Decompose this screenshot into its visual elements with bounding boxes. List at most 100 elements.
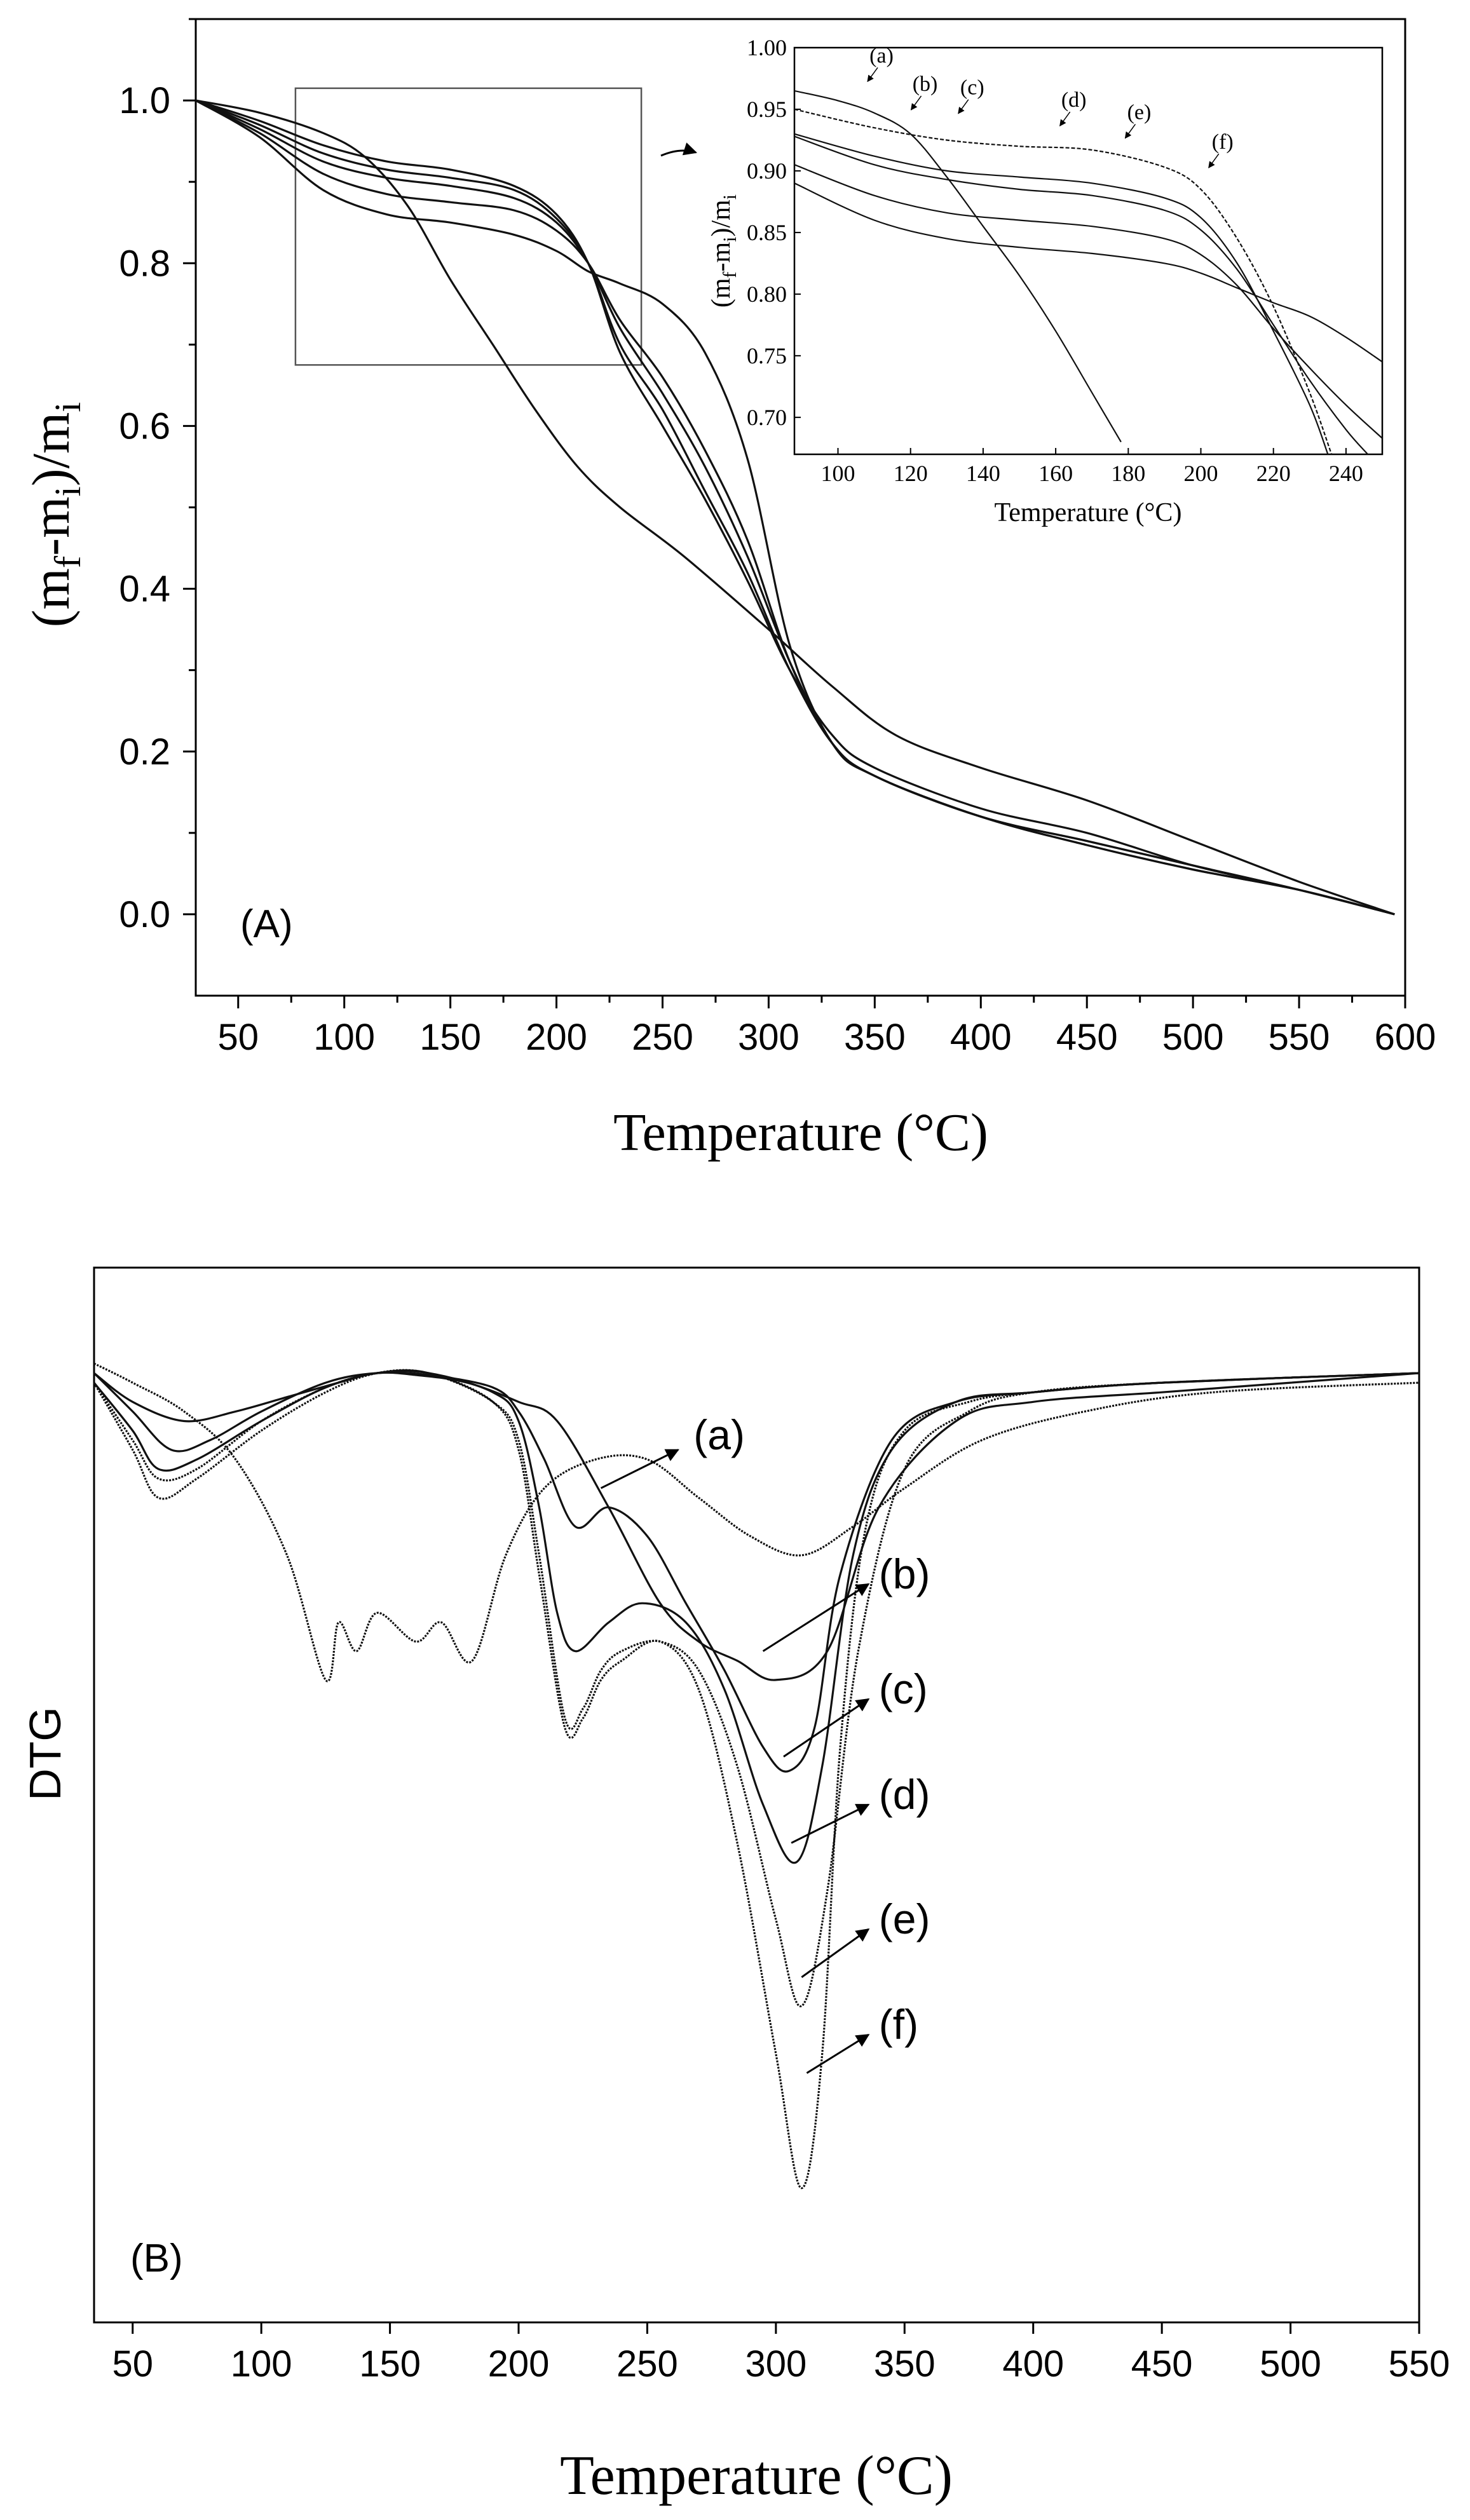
inset-series-label: (c) bbox=[960, 76, 984, 100]
panel-a-series-line-d bbox=[195, 99, 1395, 916]
panel-a-y-tick-label: 0.4 bbox=[119, 569, 170, 610]
panel-b-label-arrow bbox=[600, 1449, 679, 1489]
panel-b-x-tick-label: 300 bbox=[745, 2343, 806, 2385]
panel-a-x-axis-title: Temperature (°C) bbox=[613, 1103, 988, 1162]
panel-a-inset-chart: 100 120 140 160 180 200 220 240 0.70 0.75 0.80 0.8… bbox=[707, 35, 1384, 527]
panel-b-x-axis-title: Temperature (°C) bbox=[560, 2445, 953, 2507]
panel-b-series-line-a bbox=[93, 1362, 1420, 1683]
panel-b-series-line-d bbox=[93, 1370, 1420, 1864]
panel-a-x-tick-label: 300 bbox=[738, 1017, 800, 1058]
panel-a-series bbox=[195, 99, 1395, 916]
panel-b-series-line-f bbox=[93, 1369, 1420, 2190]
inset-series-label: (d) bbox=[1061, 88, 1087, 112]
panel-b-plot-frame bbox=[93, 1266, 1420, 2324]
inset-x-tick-label: 160 bbox=[1038, 461, 1073, 486]
panel-b-label-arrow bbox=[791, 1803, 870, 1844]
inset-y-tick-label: 0.85 bbox=[747, 220, 787, 245]
panel-a-series-line-a bbox=[195, 99, 1395, 916]
inset-x-tick-label: 120 bbox=[894, 461, 928, 486]
inset-label-arrow bbox=[1124, 124, 1136, 139]
inset-label-arrow bbox=[958, 99, 969, 114]
panel-a-y-tick-label: 0.2 bbox=[119, 731, 170, 773]
panel-b-label: (B) bbox=[130, 2237, 183, 2280]
panel-b-x-tick-label: 250 bbox=[616, 2343, 678, 2385]
panel-a-chart: 50 100 150 200 250 300 350 400 450 500 550 600 0.00… bbox=[22, 18, 1436, 1162]
inset-series-label: (f) bbox=[1212, 130, 1234, 154]
inset-series-line-d bbox=[794, 135, 1369, 454]
panel-a-zoom-box bbox=[294, 87, 643, 366]
panel-b-series-label: (b) bbox=[879, 1550, 930, 1597]
panel-a-x-tick-label: 250 bbox=[632, 1017, 693, 1058]
inset-series-label: (b) bbox=[913, 72, 938, 96]
inset-y-ticks: 0.70 0.75 0.80 0.85 0.90 0.95 1.00 bbox=[747, 35, 801, 430]
inset-series-line-f bbox=[794, 182, 1382, 363]
panel-a-series-line-b bbox=[195, 99, 1395, 916]
panel-a-y-tick-label: 0.0 bbox=[119, 894, 170, 935]
inset-y-tick-label: 0.75 bbox=[747, 343, 787, 369]
inset-x-ticks: 100 120 140 160 180 200 220 240 bbox=[821, 448, 1363, 486]
panel-b-annotations: (a) (b) (c) (d) (e) (f) bbox=[600, 1411, 930, 2074]
panel-a-x-tick-label: 100 bbox=[313, 1017, 375, 1058]
inset-x-tick-label: 220 bbox=[1256, 461, 1291, 486]
zoom-rectangle bbox=[294, 87, 643, 366]
panel-a-x-tick-label: 150 bbox=[419, 1017, 481, 1058]
inset-y-tick-label: 0.90 bbox=[747, 158, 787, 184]
panel-a-label: (A) bbox=[240, 902, 293, 946]
panel-a-x-tick-label: 350 bbox=[844, 1017, 906, 1058]
inset-y-tick-label: 0.95 bbox=[747, 97, 787, 122]
panel-a-y-ticks: 0.0 0.2 0.4 0.6 0.8 1.0 bbox=[119, 18, 196, 935]
panel-a-series-line-f bbox=[195, 99, 1395, 916]
inset-y-tick-label: 0.80 bbox=[747, 281, 787, 307]
panel-a-x-ticks: 50 100 150 200 250 300 350 400 450 500 550 600 bbox=[218, 996, 1436, 1058]
panel-a-x-tick-label: 450 bbox=[1056, 1017, 1118, 1058]
inset-x-tick-label: 180 bbox=[1111, 461, 1145, 486]
panel-b-series-label: (e) bbox=[879, 1895, 930, 1942]
panel-b-x-ticks: 50 100 150 200 250 300 350 400 450 500 550 bbox=[112, 2322, 1450, 2385]
inset-x-axis-title: Temperature (°C) bbox=[995, 498, 1182, 527]
inset-series-line-b bbox=[794, 108, 1333, 454]
panel-b-x-tick-label: 200 bbox=[488, 2343, 550, 2385]
inset-label-arrow bbox=[1059, 111, 1071, 126]
panel-b-series-label: (c) bbox=[879, 1665, 928, 1712]
panel-b-x-tick-label: 350 bbox=[874, 2343, 936, 2385]
panel-b-label-arrow bbox=[783, 1698, 870, 1758]
inset-x-tick-label: 140 bbox=[966, 461, 1000, 486]
panel-b-x-tick-label: 150 bbox=[359, 2343, 421, 2385]
inset-y-axis-title: (mf-mi)/mi bbox=[707, 194, 740, 308]
panel-a-x-tick-label: 500 bbox=[1162, 1017, 1224, 1058]
inset-annotations: (a) (b) (c) (d) (e) (f) bbox=[867, 44, 1234, 168]
inset-series-group bbox=[794, 90, 1382, 454]
panel-b-x-tick-label: 100 bbox=[231, 2343, 292, 2385]
inset-series bbox=[794, 90, 1382, 454]
panel-b-label-arrow bbox=[762, 1583, 870, 1652]
panel-b-x-tick-label: 50 bbox=[112, 2343, 153, 2385]
panel-b-x-tick-label: 500 bbox=[1260, 2343, 1321, 2385]
zoom-arrow bbox=[660, 142, 698, 157]
panel-b-x-tick-label: 400 bbox=[1002, 2343, 1064, 2385]
inset-x-tick-label: 200 bbox=[1184, 461, 1218, 486]
panel-b-series-line-b bbox=[93, 1371, 1420, 1681]
panel-b-series-label: (a) bbox=[693, 1411, 745, 1458]
panel-b-series-label: (d) bbox=[879, 1771, 930, 1818]
panel-b-series-line-e bbox=[93, 1369, 1420, 2007]
inset-label-arrow bbox=[910, 95, 922, 111]
panel-a-y-tick-label: 1.0 bbox=[119, 80, 170, 121]
inset-x-tick-label: 100 bbox=[821, 461, 855, 486]
panel-a-y-axis-title: (mf-mi)/mi bbox=[22, 402, 88, 628]
inset-series-line-c bbox=[794, 133, 1329, 454]
inset-plot-frame bbox=[793, 46, 1384, 456]
panel-a-x-tick-label: 400 bbox=[950, 1017, 1012, 1058]
panel-b-series-label: (f) bbox=[879, 2001, 918, 2048]
inset-series-label: (e) bbox=[1127, 100, 1152, 124]
panel-b-y-axis-title: DTG bbox=[20, 1707, 70, 1801]
inset-label-arrow bbox=[867, 67, 878, 83]
panel-b-label-arrow bbox=[806, 2033, 870, 2074]
inset-series-label: (a) bbox=[869, 44, 894, 67]
panel-a-x-tick-label: 600 bbox=[1375, 1017, 1436, 1058]
inset-y-tick-label: 0.70 bbox=[747, 405, 787, 430]
inset-series-line-e bbox=[794, 164, 1382, 439]
panel-a-x-tick-label: 50 bbox=[218, 1017, 259, 1058]
panel-b-label-arrow bbox=[801, 1928, 870, 1978]
panel-a-y-tick-label: 0.8 bbox=[119, 243, 170, 284]
panel-a-y-tick-label: 0.6 bbox=[119, 405, 170, 447]
